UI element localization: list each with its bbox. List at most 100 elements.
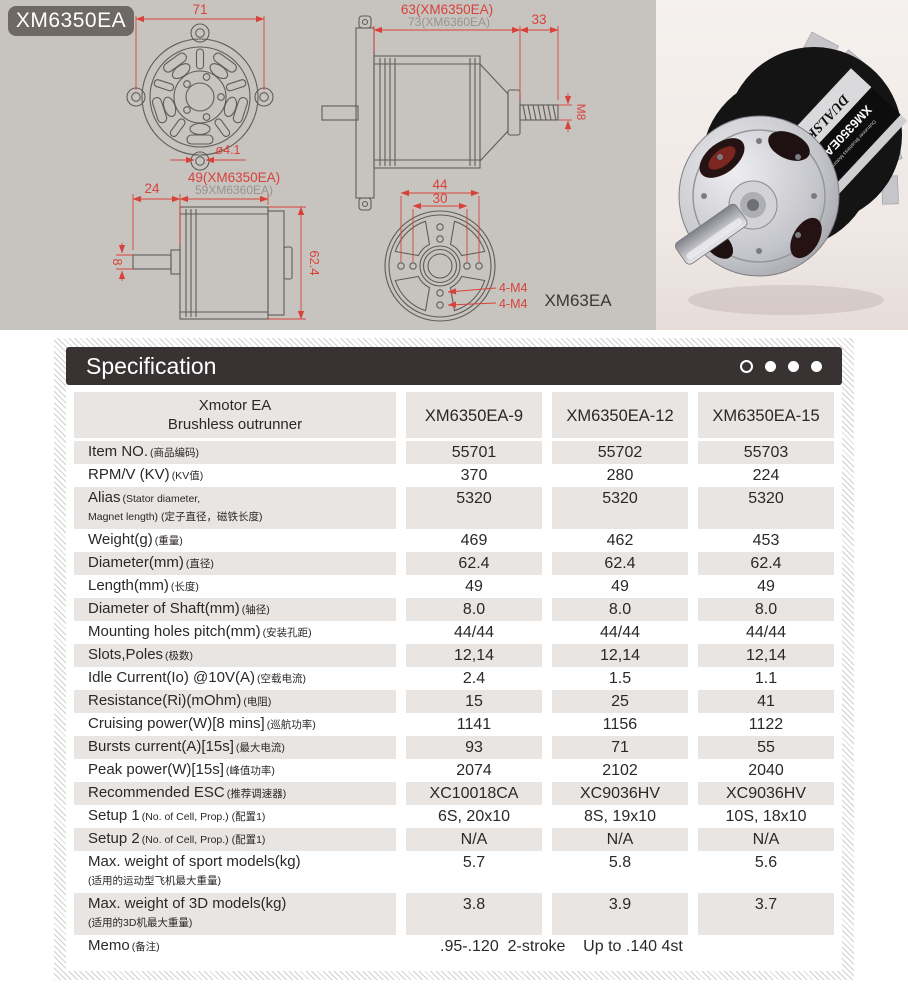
row-value: 5.8 [608,854,632,871]
row-values: 15 25 41 [406,690,834,713]
row-value: N/A [552,828,688,851]
row-values: 6S, 20x10 8S, 19x10 10S, 18x10 [406,805,834,828]
table-row: Max. weight of 3D models(kg) (适用的3D机最大重量… [74,893,834,935]
row-values: 55701 55702 55703 [406,441,834,464]
row-value: 49 [611,578,629,595]
row-label-cell: Bursts current(A)[15s] (最大电流) [74,736,396,759]
row-value: 62.4 [552,552,688,575]
row-note: (安装孔距) [262,627,312,639]
row-values: 469 462 453 [406,529,834,552]
spec-table-body: Item NO. (商品编码) 55701 55702 55703 RPM/V (KV… [74,441,834,969]
table-row: Resistance(Ri)(mOhm) (电阻) 15 25 41 [74,690,834,713]
row-note: (极数) [165,650,194,662]
side-view-bottom-drawing [132,206,293,320]
row-note: (巡航功率) [266,719,316,731]
page-dot [811,360,822,372]
row-value: 5320 [406,487,542,529]
row-note: (长度) [170,581,199,593]
row-label-cell: Resistance(Ri)(mOhm) (电阻) [74,690,396,713]
row-value: N/A [698,828,834,851]
row-values: 8.0 8.0 8.0 [406,598,834,621]
page-dots [740,359,842,373]
rear-view-drawing [384,210,496,322]
table-row: Max. weight of sport models(kg) (适用的运动型飞… [74,851,834,893]
table-row: Diameter(mm) (直径) 62.4 62.4 62.4 [74,552,834,575]
dim-rear-inner-pitch: 30 [432,191,447,206]
row-label-cell: Alias (Stator diameter, Magnet length) (定… [74,487,396,529]
table-row: Cruising power(W)[8 mins] (巡航功率) 1141 1156… [74,713,834,736]
row-value: 8.0 [406,598,542,621]
row-value: 1141 [456,716,492,733]
row-note: (峰值功率) [225,765,275,777]
dim-side-top-length-b: 73(XM6360EA) [408,15,490,29]
row-note: (轴径) [241,604,270,616]
rear-view-dimensions [400,189,497,308]
row-value: 12,14 [552,644,688,667]
row-sub: (适用的运动型飞机最大重量) [88,875,221,887]
row-value: N/A [406,828,542,851]
row-label-cell: Recommended ESC (推荐调速器) [74,782,396,805]
row-label: Diameter of Shaft(mm) [88,600,240,617]
table-row: Setup 1 (No. of Cell, Prop.) (配置1) 6S, 20… [74,805,834,828]
row-label: Peak power(W)[15s] [88,761,224,778]
table-row: Alias (Stator diameter, Magnet length) (定… [74,487,834,529]
side-view-top-dimensions [373,26,572,132]
row-value: 44/44 [453,624,495,641]
row-label: Weight(g) [88,531,153,548]
row-value: 5320 [552,487,688,529]
column-header: XM6350EA-15 [698,392,834,438]
dimension-drawing-svg: 71 ø4.1 [110,2,612,322]
table-row: Memo (备注) .95-.120 2-stroke Up to .140 4s… [74,935,834,969]
specification-panel: Specification Xmotor EA Brushless outrun… [54,338,854,980]
dim-side-bottom-shaft-len: 24 [144,181,160,196]
dim-side-bottom-length-a: 49(XM6350EA) [188,170,280,185]
row-value: 370 [460,467,488,484]
specification-title: Specification [86,352,217,379]
column-header: XM6350EA-12 [552,392,688,438]
table-row: Length(mm) (长度) 49 49 49 [74,575,834,598]
front-view-dimensions [135,15,265,164]
row-label-cell: Setup 1 (No. of Cell, Prop.) (配置1) [74,805,396,828]
row-value: 55 [698,736,834,759]
row-values: 5.7 5.8 5.6 [406,851,834,893]
row-values: 62.4 62.4 62.4 [406,552,834,575]
table-row: Recommended ESC (推荐调速器) XC10018CA XC9036HV… [74,782,834,805]
technical-drawings: 71 ø4.1 [0,0,656,330]
row-values: N/A N/A N/A [406,828,834,851]
row-values: 370 280 224 [406,464,834,487]
row-sub: Magnet length) (定子直径，磁铁长度) [88,511,263,523]
row-label: Alias [88,489,121,506]
row-note: (No. of Cell, Prop.) (配置1) [141,834,266,846]
row-value: 49 [465,578,483,595]
row-label: Max. weight of 3D models(kg) [88,895,287,912]
dim-rear-outer-pitch: 44 [432,177,448,192]
row-label-cell: Peak power(W)[15s] (峰值功率) [74,759,396,782]
row-value: 8.0 [552,598,688,621]
specification-header-bar: Specification [66,347,842,385]
row-values: 3.8 3.9 3.7 [406,893,834,935]
row-label: Recommended ESC [88,784,225,801]
row-label: Item NO. [88,443,149,460]
table-row: RPM/V (KV) (KV值) 370 280 224 [74,464,834,487]
motor-shaft [675,203,748,265]
product-photo: DUALSKY XM6350EA-15 Outrunner Brushless … [656,0,908,330]
row-value: 3.9 [552,893,688,935]
row-label: Setup 1 [88,807,140,824]
row-values: 1141 1156 1122 [406,713,834,736]
row-values: 49 49 49 [406,575,834,598]
row-label-cell: Cruising power(W)[8 mins] (巡航功率) [74,713,396,736]
row-value: 41 [698,690,834,713]
row-value: 12,14 [406,644,542,667]
row-value: 469 [460,532,488,549]
row-label-cell: Max. weight of 3D models(kg) (适用的3D机最大重量… [74,893,396,935]
row-note: (重量) [154,535,183,547]
row-value: 44/44 [599,624,641,641]
row-note: (推荐调速器) [226,788,287,800]
header-label-line1: Xmotor EA [198,397,272,414]
row-value: 453 [752,532,780,549]
table-row: Mounting holes pitch(mm) (安装孔距) 44/44 44/4… [74,621,834,644]
row-value: 15 [406,690,542,713]
page-dot [788,360,799,372]
row-label-cell: Weight(g) (重量) [74,529,396,552]
